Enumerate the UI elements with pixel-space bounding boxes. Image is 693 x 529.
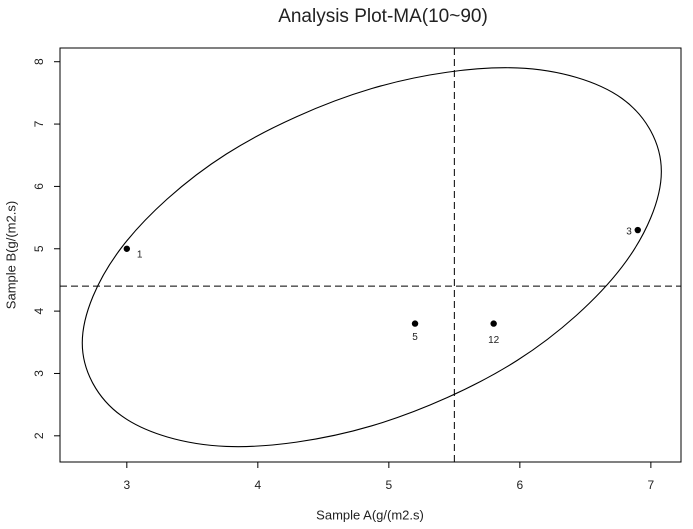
y-tick-label: 5	[32, 245, 46, 252]
x-tick-label: 6	[517, 478, 524, 492]
plot-frame	[59, 47, 682, 463]
x-tick-label: 7	[648, 478, 655, 492]
point-label: 5	[412, 332, 418, 343]
x-axis-label: Sample A(g/(m2.s)	[316, 507, 424, 522]
point	[411, 320, 419, 327]
point	[123, 245, 131, 252]
y-tick-label: 2	[32, 432, 46, 439]
point	[634, 226, 641, 234]
y-tick-label: 4	[32, 307, 46, 314]
x-tick-label: 4	[254, 478, 261, 492]
x-tick-label: 5	[385, 478, 392, 492]
y-tick-label: 3	[32, 370, 46, 377]
y-tick-label: 6	[32, 183, 46, 190]
point-label: 12	[488, 335, 500, 346]
confidence-ellipse	[81, 67, 662, 448]
point-label: 1	[137, 249, 143, 260]
point-label: 3	[626, 227, 632, 238]
y-axis-label: Sample B(g/(m2.s)	[3, 201, 18, 309]
point	[490, 320, 497, 327]
chart-title: Analysis Plot-MA(10~90)	[278, 6, 488, 27]
x-tick-label: 3	[123, 478, 130, 492]
y-tick-label: 8	[32, 58, 46, 65]
y-tick-label: 7	[32, 120, 46, 127]
